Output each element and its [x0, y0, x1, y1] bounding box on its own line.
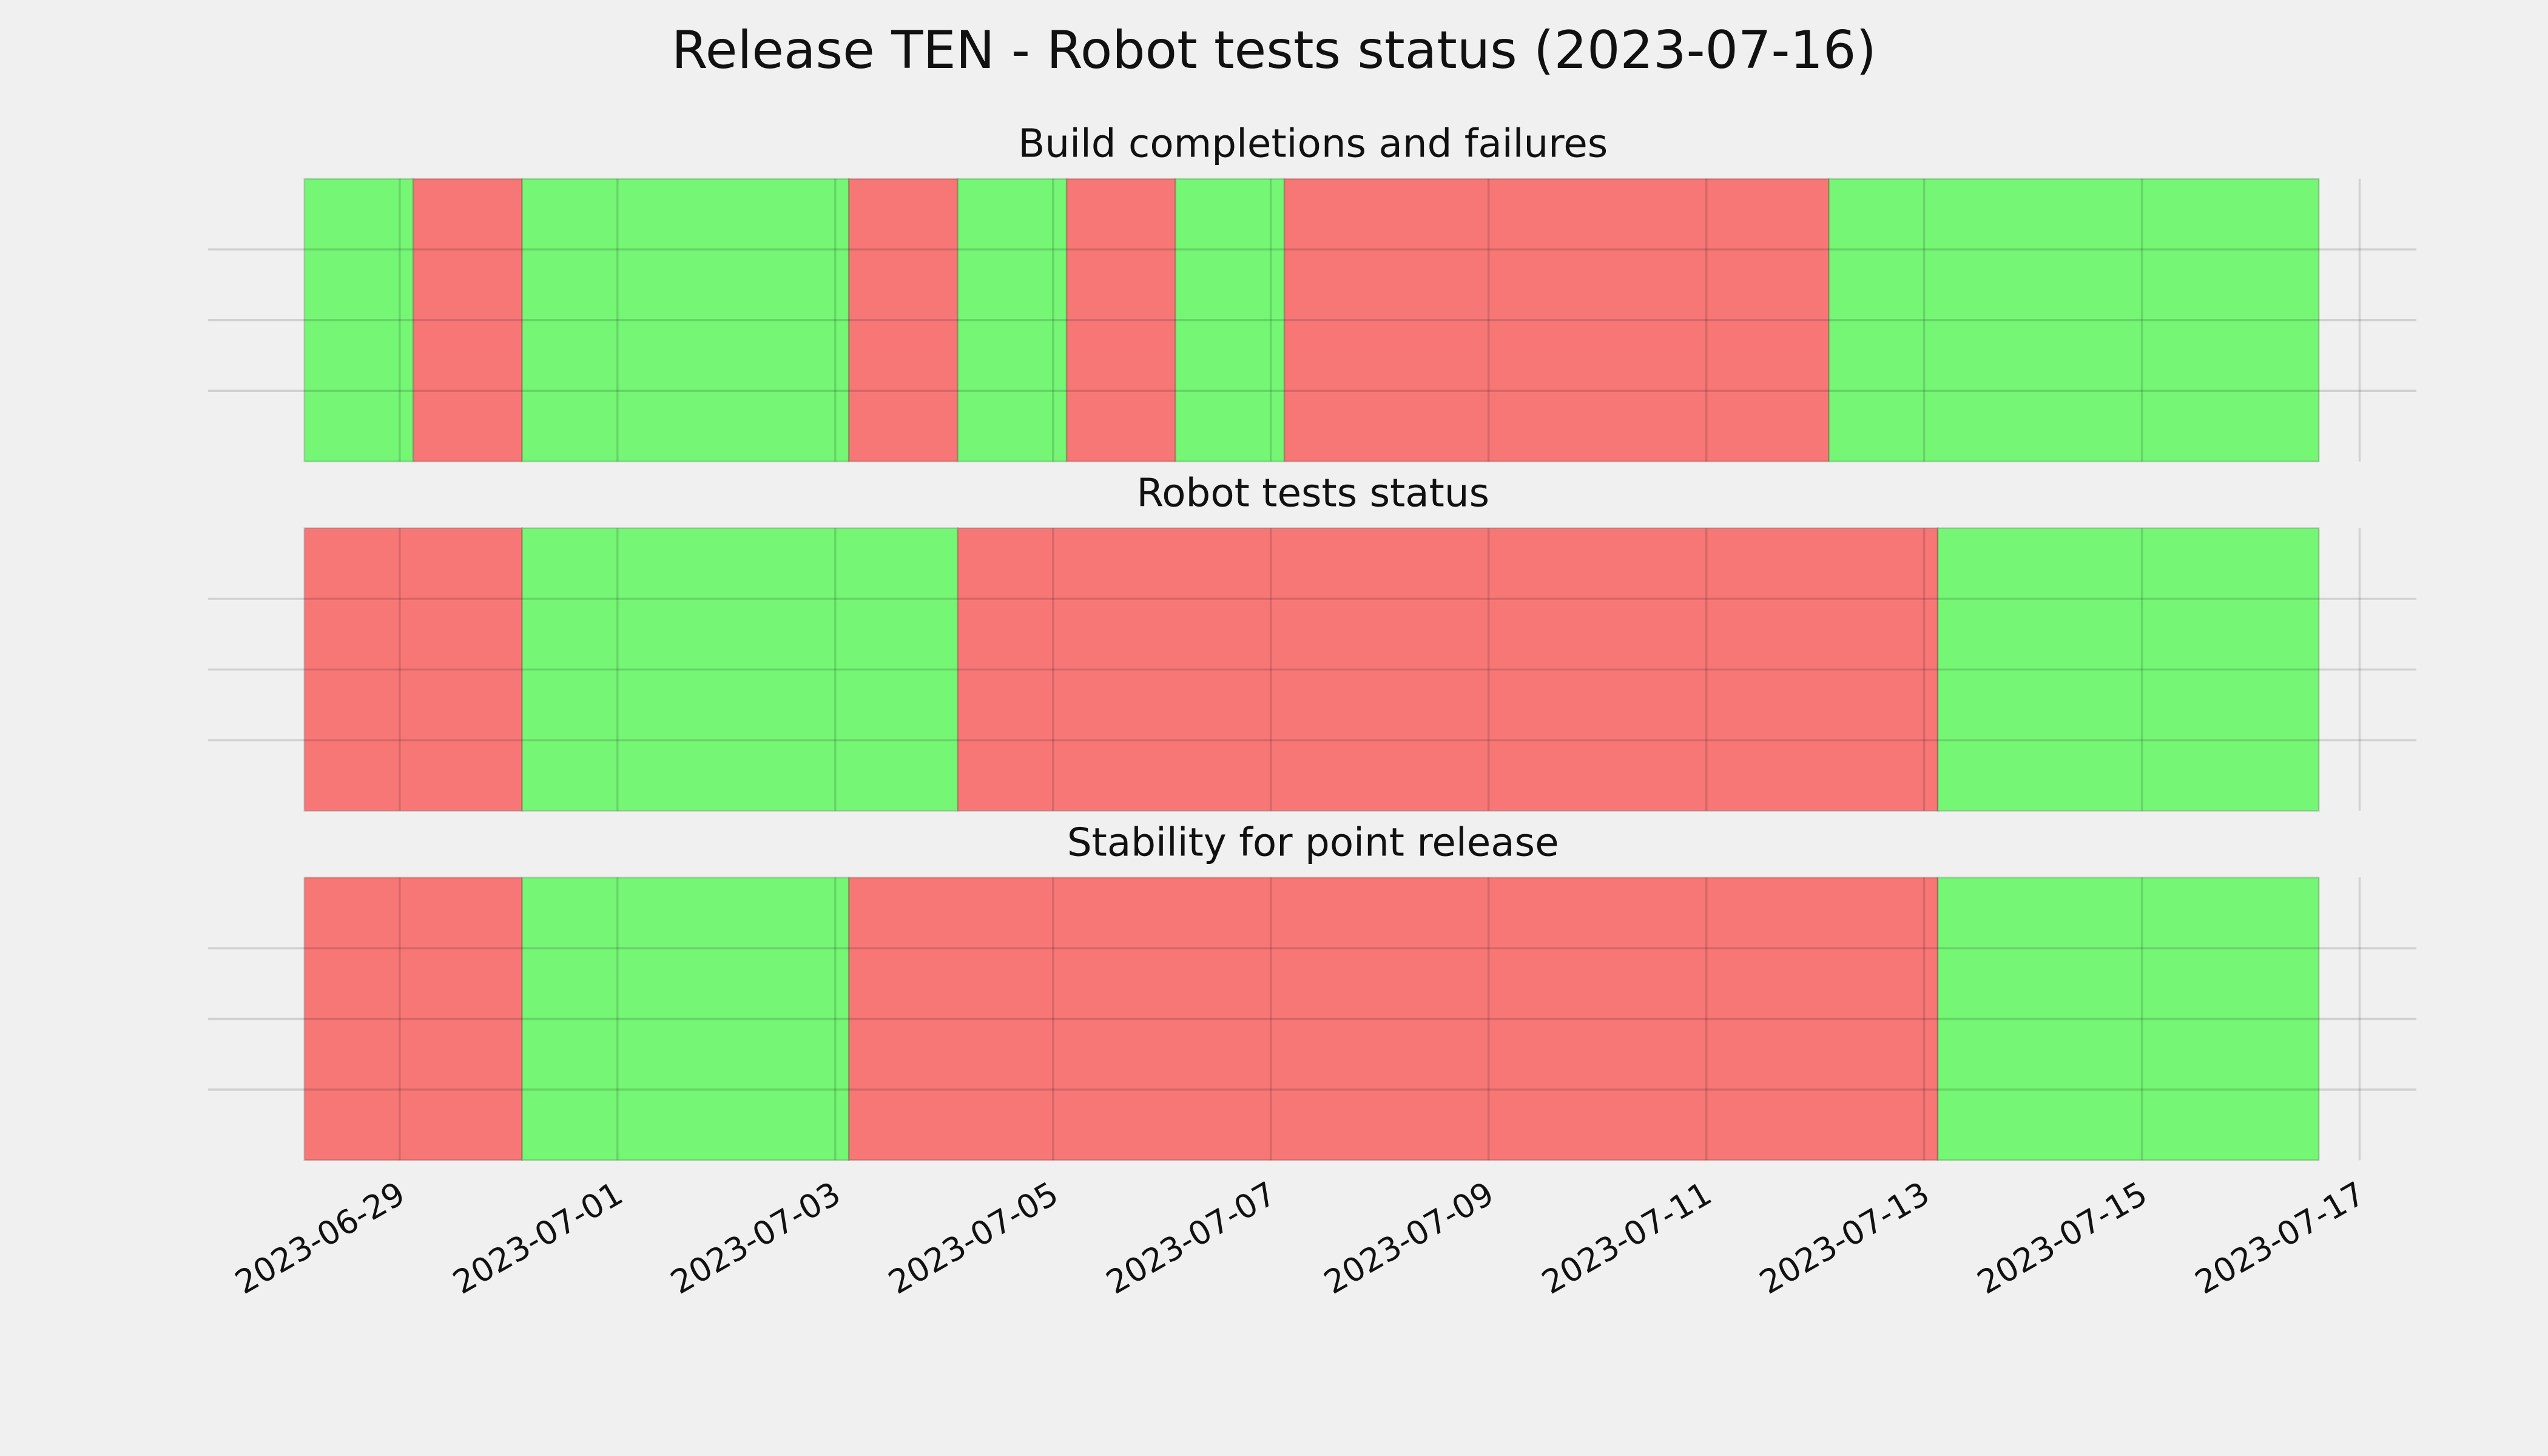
status-segment — [521, 178, 850, 463]
status-segment — [1936, 527, 2320, 812]
status-segment — [1065, 178, 1176, 463]
status-segment — [412, 178, 524, 463]
status-segment — [303, 877, 524, 1161]
subplot-title: Build completions and failures — [1018, 121, 1608, 167]
status-segment — [303, 527, 524, 812]
status-segment — [1175, 178, 1286, 463]
status-segment — [1283, 178, 1830, 463]
status-segment — [521, 527, 959, 812]
status-segment — [848, 877, 1939, 1161]
status-segment — [957, 527, 1939, 812]
status-segment — [303, 178, 414, 463]
status-segment — [1936, 877, 2320, 1161]
subplot-title: Robot tests status — [1136, 471, 1489, 516]
status-segment — [957, 178, 1068, 463]
status-segment — [848, 178, 959, 463]
status-segment — [521, 877, 850, 1161]
status-segment — [1828, 178, 2320, 463]
chart-title: Release TEN - Robot tests status (2023-0… — [672, 20, 1876, 81]
subplot-title: Stability for point release — [1067, 820, 1559, 865]
